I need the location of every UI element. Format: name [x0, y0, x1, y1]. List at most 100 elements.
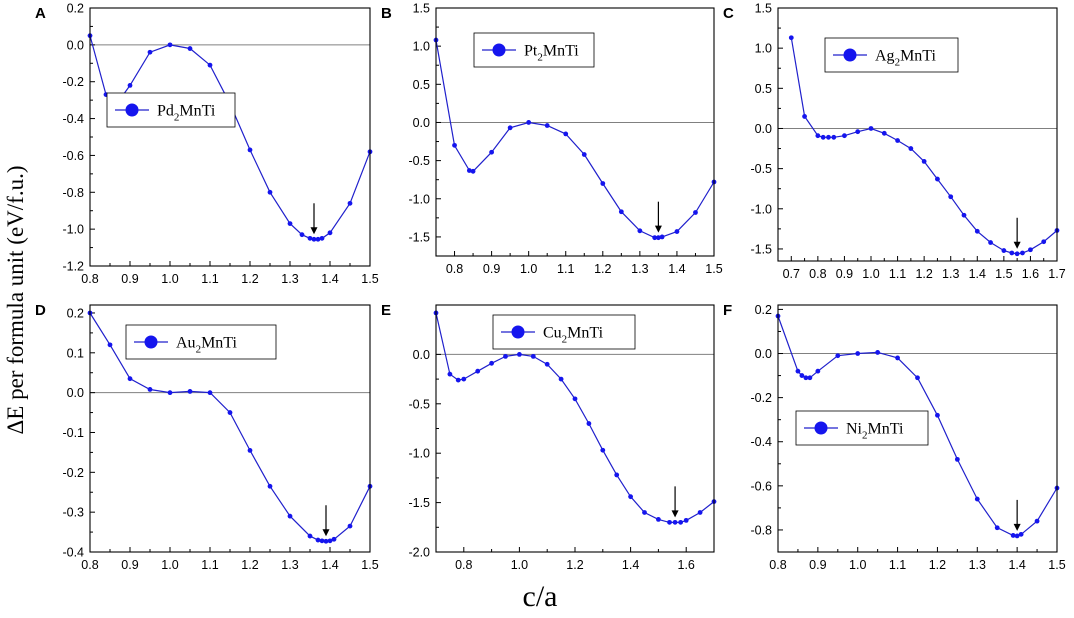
data-point [895, 138, 900, 143]
data-point [667, 519, 672, 525]
legend-label: Ag2MnTi [875, 48, 937, 69]
y-tick-label: 0.1 [67, 346, 84, 360]
data-point [207, 390, 213, 396]
data-point [475, 368, 481, 374]
x-tick-label: 0.9 [121, 272, 138, 286]
data-point [127, 83, 133, 88]
data-point [614, 472, 620, 478]
data-point [147, 49, 153, 55]
panel-label: D [35, 302, 46, 319]
y-tick-label: -1.5 [408, 496, 430, 510]
data-point [331, 536, 337, 542]
plot-frame [89, 7, 371, 267]
legend-label: Pt2MnTi [524, 43, 579, 64]
panel-label: E [381, 302, 391, 319]
panel-label: C [723, 5, 734, 22]
data-point [1010, 533, 1016, 538]
x-tick-label: 1.2 [929, 558, 946, 572]
data-point [600, 447, 606, 453]
data-point [572, 396, 578, 402]
data-point [227, 410, 233, 415]
data-point [544, 123, 550, 128]
panel-c: C 0.7 0.8 0.9 1.0 1.1 1.2 1.3 1.4 1.5 1.6 1.7 1.5 1.0… [723, 2, 1066, 282]
legend-label: Cu2MnTi [543, 325, 604, 346]
y-tick-label: -0.3 [62, 506, 84, 520]
data-point [948, 194, 954, 200]
data-point [921, 159, 927, 164]
x-tick-label: 1.4 [1008, 558, 1025, 572]
data-point [461, 376, 467, 382]
x-tick-label: 1.5 [1048, 558, 1065, 572]
data-point [1009, 250, 1015, 256]
data-point [327, 230, 333, 236]
y-tick-label: -0.6 [62, 149, 84, 163]
y-tick-label: -0.2 [62, 75, 84, 89]
data-point [127, 376, 133, 382]
legend-box [106, 92, 236, 128]
data-point [267, 483, 273, 489]
data-point [563, 131, 569, 137]
panel-a: A 0.8 0.9 1.0 1.1 1.2 1.3 1.4 1.5 0.2 0.0 -0.2 -0.4 -… [35, 2, 379, 287]
legend: Pd2MnTi [106, 92, 236, 128]
data-point [799, 373, 805, 378]
x-tick-label: 1.5 [995, 267, 1012, 281]
panel-d: D 0.8 0.9 1.0 1.1 1.2 1.3 1.4 1.5 0.2 0.1 0.0 -0.1 -0… [35, 302, 379, 572]
data-point [637, 228, 643, 234]
x-tick-label: 1.6 [678, 558, 695, 572]
minimum-arrow-head [310, 227, 318, 235]
y-tick-label: 0.0 [67, 38, 84, 52]
x-tick-label: 1.0 [520, 262, 537, 276]
data-point [935, 176, 940, 182]
data-point [558, 376, 564, 382]
data-point [678, 519, 684, 525]
data-point [466, 168, 472, 173]
x-tick-label: 1.1 [889, 558, 906, 572]
x-tick-label: 1.3 [281, 558, 298, 572]
data-point [908, 146, 914, 151]
panel-b: B 0.8 0.9 1.0 1.1 1.2 1.3 1.4 1.5 1.5 1.0 0.5 0.0 -0.… [381, 2, 723, 277]
data-point [820, 134, 826, 140]
plot-frame [777, 304, 1058, 553]
y-tick-label: -0.8 [62, 186, 84, 200]
y-tick-label: -1.0 [62, 223, 84, 237]
data-point [842, 133, 847, 139]
minimum-arrow-head [1013, 523, 1021, 531]
legend-label: Au2MnTi [176, 335, 238, 356]
panel-f: F 0.8 0.9 1.0 1.1 1.2 1.3 1.4 1.5 0.2 0.0 -0.2 -0.4 -… [723, 302, 1066, 572]
data-point [915, 375, 920, 381]
series-line [89, 35, 371, 240]
data-point [697, 510, 703, 515]
x-tick-label: 1.5 [705, 262, 722, 276]
x-tick-label: 1.1 [201, 558, 218, 572]
data-point [683, 517, 689, 523]
legend-marker [843, 48, 857, 62]
y-tick-label: 1.5 [413, 2, 430, 16]
x-tick-label: 1.0 [511, 558, 528, 572]
data-point [447, 371, 453, 377]
y-tick-label: -0.8 [750, 523, 772, 537]
x-tick-label: 0.9 [121, 558, 138, 572]
data-point [855, 351, 861, 356]
minimum-arrow-head [654, 225, 662, 233]
x-tick-label: 1.6 [1022, 267, 1039, 281]
x-tick-label: 1.4 [969, 267, 986, 281]
x-tick-label: 1.1 [889, 267, 906, 281]
legend-marker [814, 421, 828, 435]
data-point [347, 523, 353, 529]
x-tick-label: 0.8 [809, 267, 826, 281]
data-point [267, 189, 273, 195]
y-tick-label: -0.4 [62, 546, 84, 560]
data-point [656, 516, 661, 522]
x-axis-title: c/a [522, 580, 558, 613]
data-point [530, 353, 536, 359]
data-point [974, 228, 980, 234]
y-tick-label: -1.5 [750, 242, 772, 256]
data-point [935, 412, 940, 418]
y-tick-label: -0.5 [408, 397, 430, 411]
data-point [1041, 239, 1047, 245]
y-tick-label: 0.0 [755, 122, 772, 136]
data-point [807, 375, 813, 381]
x-tick-label: 1.5 [361, 272, 378, 286]
data-point [167, 42, 173, 48]
legend-label: Pd2MnTi [157, 103, 216, 124]
